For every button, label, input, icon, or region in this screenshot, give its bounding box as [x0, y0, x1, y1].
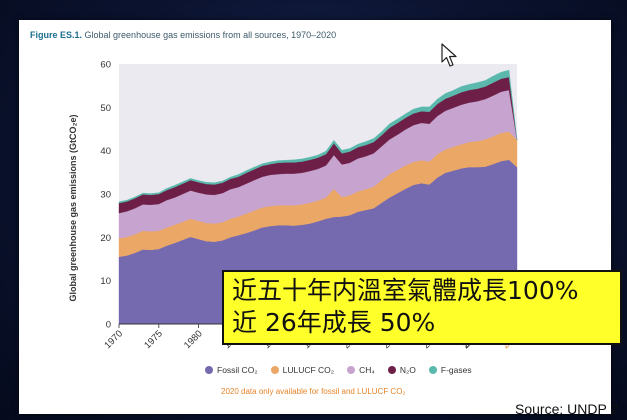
legend-label: N₂O	[399, 365, 416, 375]
callout-line-2: 近 26年成長 50%	[232, 308, 436, 337]
legend-swatch-lulucf	[270, 366, 279, 374]
emissions-chart: 0102030405060197019751980198519901995200…	[100, 60, 523, 352]
slide: Figure ES.1. Global greenhouse gas emiss…	[19, 20, 622, 417]
legend-item-n2o: N₂O	[387, 365, 416, 375]
legend-swatch-ch4	[347, 366, 356, 374]
legend-label: LULUCF CO₂	[282, 365, 335, 375]
figure-title: Figure ES.1. Global greenhouse gas emiss…	[30, 30, 336, 40]
y-tick-label: 20	[100, 233, 111, 244]
legend-swatch-fgases	[428, 366, 437, 374]
source-credit: Source: UNDP 2	[515, 401, 619, 417]
y-tick-label: 60	[100, 60, 111, 71]
y-tick-label: 30	[100, 190, 111, 201]
x-tick-label: 1975	[142, 328, 165, 351]
legend-label: F-gases	[440, 365, 472, 375]
y-tick-label: 40	[100, 146, 111, 157]
data-note: 2020 data only available for fossil and …	[221, 387, 406, 396]
legend-label: CH₄	[359, 365, 375, 375]
mouse-cursor-icon	[441, 43, 457, 67]
figure-title-text: Global greenhouse gas emissions from all…	[84, 30, 337, 40]
chinese-callout-box: 近五十年内溫室氣體成長100% 近 26年成長 50%	[222, 270, 622, 345]
x-tick-label: 1980	[182, 328, 205, 351]
legend-label: Fossil CO₂	[217, 365, 258, 375]
legend-item-f-gases: F-gases	[428, 365, 472, 375]
area-f-gases	[118, 69, 518, 204]
legend-swatch-fossil	[205, 366, 213, 374]
legend-item-lulucf-co2: LULUCF CO₂	[270, 365, 335, 375]
y-tick-label: 50	[100, 103, 111, 114]
legend-swatch-n2o	[387, 366, 396, 374]
x-tick-label: 1970	[102, 328, 125, 351]
callout-line-1: 近五十年内溫室氣體成長100%	[232, 276, 579, 305]
figure-label: Figure ES.1.	[30, 30, 83, 40]
legend-item-fossil-co2: Fossil CO₂	[205, 365, 258, 375]
chart-legend: Fossil CO₂ LULUCF CO₂ CH₄ N₂O F-gases	[205, 365, 472, 375]
y-tick-label: 0	[106, 320, 111, 331]
y-tick-label: 10	[100, 276, 111, 287]
legend-item-ch4: CH₄	[347, 365, 375, 375]
